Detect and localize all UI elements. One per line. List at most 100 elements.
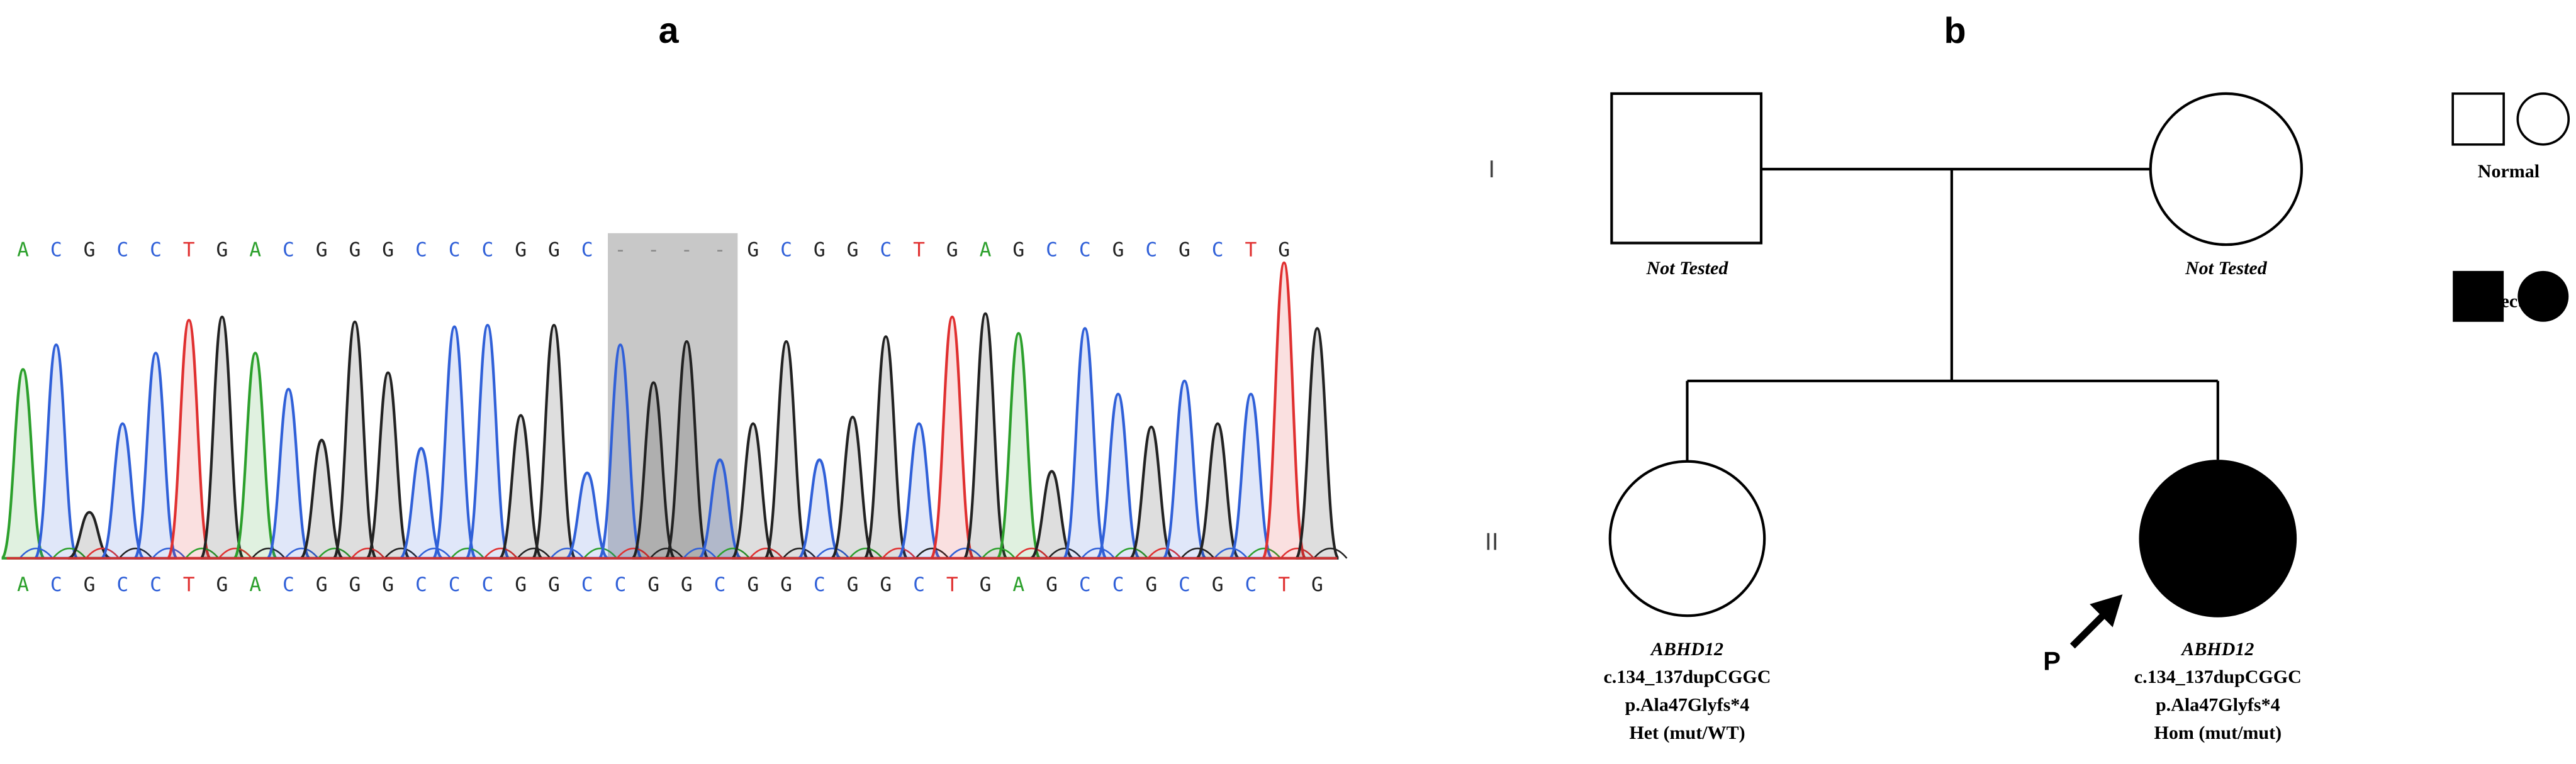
noise xyxy=(85,548,120,559)
peak xyxy=(630,381,676,560)
chromatogram xyxy=(0,261,1348,560)
noise xyxy=(1246,548,1281,559)
base-letter: C xyxy=(283,238,294,261)
base-letter: G xyxy=(1278,238,1290,261)
noise xyxy=(649,548,684,559)
noise xyxy=(915,548,949,559)
peak xyxy=(464,323,510,560)
gene: ABHD12 xyxy=(2180,639,2254,660)
noise xyxy=(185,548,220,559)
peak xyxy=(1162,379,1207,560)
peak xyxy=(232,352,278,560)
base-letter: A xyxy=(249,573,261,596)
noise xyxy=(848,548,883,559)
father xyxy=(1610,92,1763,245)
base-letter: C xyxy=(116,573,128,596)
noise xyxy=(118,548,153,559)
peak xyxy=(1261,261,1307,560)
protein: p.Ala47Glyfs*4 xyxy=(2156,695,2280,716)
base-letter: G xyxy=(747,573,759,596)
base-letter: C xyxy=(449,573,461,596)
note: Not Tested xyxy=(1646,258,1729,279)
base-letter: G xyxy=(780,573,792,596)
base-letter: G xyxy=(1212,573,1224,596)
daughter xyxy=(1608,460,1766,617)
peak xyxy=(332,320,378,560)
base-letter: T xyxy=(183,573,195,596)
base-letter: G xyxy=(316,573,328,596)
legend-square xyxy=(2453,270,2504,322)
base-letter: C xyxy=(481,573,493,596)
peak xyxy=(432,325,478,560)
noise xyxy=(1048,548,1082,559)
legend-label: Normal xyxy=(2478,161,2540,182)
noise xyxy=(52,548,87,559)
peak xyxy=(731,422,776,560)
base-letter: C xyxy=(1079,238,1091,261)
base-letter: C xyxy=(449,238,461,261)
peak xyxy=(365,371,411,560)
noise xyxy=(19,548,53,559)
genotype: Hom (mut/mut) xyxy=(2154,722,2282,743)
legend-label: Affected xyxy=(2475,291,2543,311)
base-letter: G xyxy=(84,573,96,596)
generation-label: II xyxy=(1485,529,1499,556)
base-letter: G xyxy=(382,573,394,596)
peak xyxy=(995,331,1041,560)
noise xyxy=(1147,548,1182,559)
base-letter: C xyxy=(116,238,128,261)
base-letter: G xyxy=(1145,573,1157,596)
base-letter: - xyxy=(681,238,693,261)
base-letter: C xyxy=(581,238,593,261)
peak xyxy=(1228,392,1274,560)
base-letter: G xyxy=(880,573,892,596)
base-letter: C xyxy=(1179,573,1190,596)
noise xyxy=(616,548,651,559)
peak xyxy=(498,414,543,560)
base-letter: C xyxy=(814,573,826,596)
base-letter: C xyxy=(1245,573,1257,596)
note: Not Tested xyxy=(2185,258,2268,279)
peak xyxy=(1129,425,1173,560)
panel-label: a xyxy=(659,11,680,51)
noise xyxy=(1214,548,1248,559)
gene: ABHD12 xyxy=(1650,639,1723,660)
peak xyxy=(797,458,842,560)
base-letter: G xyxy=(681,573,693,596)
peak xyxy=(1294,327,1340,560)
base-letter: C xyxy=(714,573,726,596)
protein: p.Ala47Glyfs*4 xyxy=(1625,695,1750,716)
peak xyxy=(597,343,643,560)
noise xyxy=(284,548,319,559)
peak xyxy=(166,319,212,560)
base-letter: G xyxy=(216,573,228,596)
base-letter: C xyxy=(150,238,162,261)
base-letter: C xyxy=(880,238,892,261)
base-letter: C xyxy=(614,573,626,596)
noise xyxy=(350,548,385,559)
noise xyxy=(318,548,352,559)
peak xyxy=(133,352,179,560)
legend-square xyxy=(2451,92,2505,146)
mother xyxy=(2149,92,2304,246)
base-letter: T xyxy=(183,238,195,261)
base-letter: C xyxy=(50,238,62,261)
base-letter: G xyxy=(814,238,826,261)
base-letter: G xyxy=(1179,238,1190,261)
proband-label: P xyxy=(2043,646,2061,675)
variant: c.134_137dupCGGC xyxy=(2134,667,2302,687)
base-letter: C xyxy=(1212,238,1224,261)
noise xyxy=(450,548,485,559)
peak xyxy=(929,315,975,560)
peak xyxy=(1095,392,1141,560)
base-letter: - xyxy=(647,238,659,261)
noise xyxy=(782,548,817,559)
peak xyxy=(33,343,79,560)
base-letter: C xyxy=(1079,573,1091,596)
base-letter: - xyxy=(714,238,726,261)
base-letter: G xyxy=(847,573,859,596)
peak xyxy=(830,416,876,560)
base-letter: C xyxy=(1112,573,1124,596)
proband-arrow xyxy=(2069,594,2123,649)
